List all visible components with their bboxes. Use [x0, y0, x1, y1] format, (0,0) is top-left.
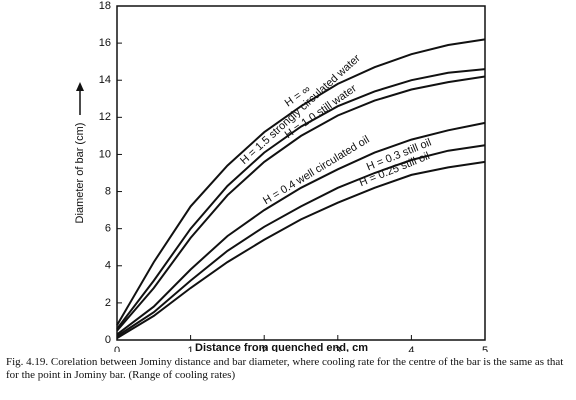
- x-tick-label: 3: [335, 345, 341, 352]
- series-line: [116, 75, 486, 332]
- y-tick-label: 6: [105, 223, 111, 235]
- caption: Fig. 4.19. Corelation between Jominy dis…: [6, 356, 564, 381]
- y-tick-label: 10: [99, 148, 111, 160]
- x-tick-label: 2: [261, 345, 267, 352]
- x-tick-label: 1: [188, 345, 194, 352]
- axis-arrow-head: [76, 82, 84, 91]
- x-tick-label: 0: [114, 345, 120, 352]
- y-tick-label: 12: [99, 111, 111, 123]
- x-tick-label: 4: [408, 345, 414, 352]
- chart: Diameter of bar (cm) Distance from quenc…: [74, 0, 488, 357]
- y-tick-label: 4: [105, 260, 111, 272]
- y-tick-label: 2: [105, 297, 111, 309]
- series-line: [116, 121, 486, 336]
- y-tick-label: 14: [99, 74, 111, 86]
- y-tick-label: 16: [99, 37, 111, 49]
- series-line: [116, 160, 486, 339]
- y-axis-label: Diameter of bar (cm): [74, 123, 86, 224]
- y-tick-label: 8: [105, 185, 111, 197]
- series-line: [116, 38, 486, 326]
- series-line: [116, 144, 486, 338]
- series-line: [116, 68, 486, 330]
- x-axis-label: Distance from quenched end, cm: [195, 342, 368, 352]
- plot-frame: [116, 5, 486, 341]
- y-tick-label: 0: [105, 334, 111, 346]
- x-tick-label: 5: [482, 345, 488, 352]
- y-tick-label: 18: [99, 0, 111, 12]
